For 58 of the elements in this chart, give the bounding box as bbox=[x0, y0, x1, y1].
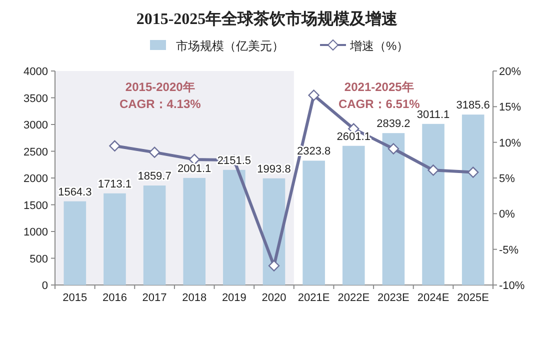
y2-tick-label: 0% bbox=[499, 208, 516, 221]
x-tick-label: 2024E bbox=[417, 292, 450, 304]
y2-tick-label: -10% bbox=[499, 280, 525, 292]
bar bbox=[462, 114, 484, 285]
bar bbox=[382, 133, 405, 285]
bar bbox=[143, 186, 166, 285]
x-tick-label: 2025E bbox=[457, 292, 489, 304]
x-tick-label: 2023E bbox=[378, 292, 410, 304]
y2-tick-label: 5% bbox=[499, 173, 516, 185]
y-tick-label: 3500 bbox=[24, 92, 48, 105]
legend-label: 增速（%） bbox=[349, 39, 409, 53]
x-tick-label: 2016 bbox=[102, 292, 127, 304]
y-tick-label: 500 bbox=[30, 253, 48, 266]
data-label: 2001.1 bbox=[178, 162, 212, 175]
point bbox=[148, 146, 160, 158]
bar bbox=[422, 124, 444, 285]
data-label: 3011.1 bbox=[416, 108, 450, 121]
y2-tick-label: -5% bbox=[499, 244, 519, 256]
data-label: 3185.6 bbox=[456, 100, 490, 112]
point bbox=[428, 164, 439, 176]
data-label: 1564.3 bbox=[58, 186, 92, 198]
y-tick-label: 4000 bbox=[24, 66, 48, 78]
annotation: 2015-2020年 CAGR：4.13% bbox=[119, 80, 202, 111]
bar bbox=[64, 201, 86, 285]
y-tick-label: 2500 bbox=[24, 146, 48, 158]
point bbox=[388, 143, 400, 154]
x-tick-label: 2017 bbox=[142, 292, 167, 304]
y2-tick-label: 20% bbox=[499, 66, 522, 78]
point bbox=[268, 260, 280, 272]
y-tick-label: 1000 bbox=[24, 226, 48, 238]
y-tick-label: 2000 bbox=[24, 173, 48, 185]
legend-label: 市场规模（亿美元） bbox=[176, 39, 284, 53]
x-tick-label: 2019 bbox=[222, 292, 246, 304]
x-tick-label: 2022E bbox=[338, 292, 370, 304]
data-label: 2839.2 bbox=[376, 118, 410, 130]
point bbox=[308, 90, 320, 101]
chart-title: 2015-2025年全球茶饮市场规模及增速 bbox=[136, 10, 399, 28]
y-tick-label: 0 bbox=[42, 280, 48, 292]
point bbox=[109, 140, 120, 152]
annotation: 2021-2025年 CAGR：6.51% bbox=[338, 80, 420, 111]
x-tick-label: 2015 bbox=[62, 292, 88, 304]
point bbox=[467, 166, 479, 178]
bar bbox=[223, 170, 246, 285]
data-label: 1859.7 bbox=[138, 170, 172, 183]
data-label: 1713.1 bbox=[98, 178, 132, 190]
y2-tick-label: 10% bbox=[499, 137, 522, 150]
data-label: 1993.8 bbox=[257, 163, 291, 176]
y-tick-label: 3000 bbox=[24, 120, 48, 132]
bar bbox=[104, 193, 126, 285]
x-tick-label: 2018 bbox=[182, 292, 207, 304]
data-label: 2601.1 bbox=[336, 130, 370, 143]
bar bbox=[342, 146, 365, 285]
y2-tick-label: 15% bbox=[499, 102, 522, 114]
x-tick-label: 2020 bbox=[262, 292, 286, 304]
y-tick-label: 1500 bbox=[24, 200, 48, 212]
bar bbox=[302, 160, 325, 285]
bar bbox=[183, 178, 206, 285]
x-tick-label: 2021E bbox=[298, 292, 330, 304]
